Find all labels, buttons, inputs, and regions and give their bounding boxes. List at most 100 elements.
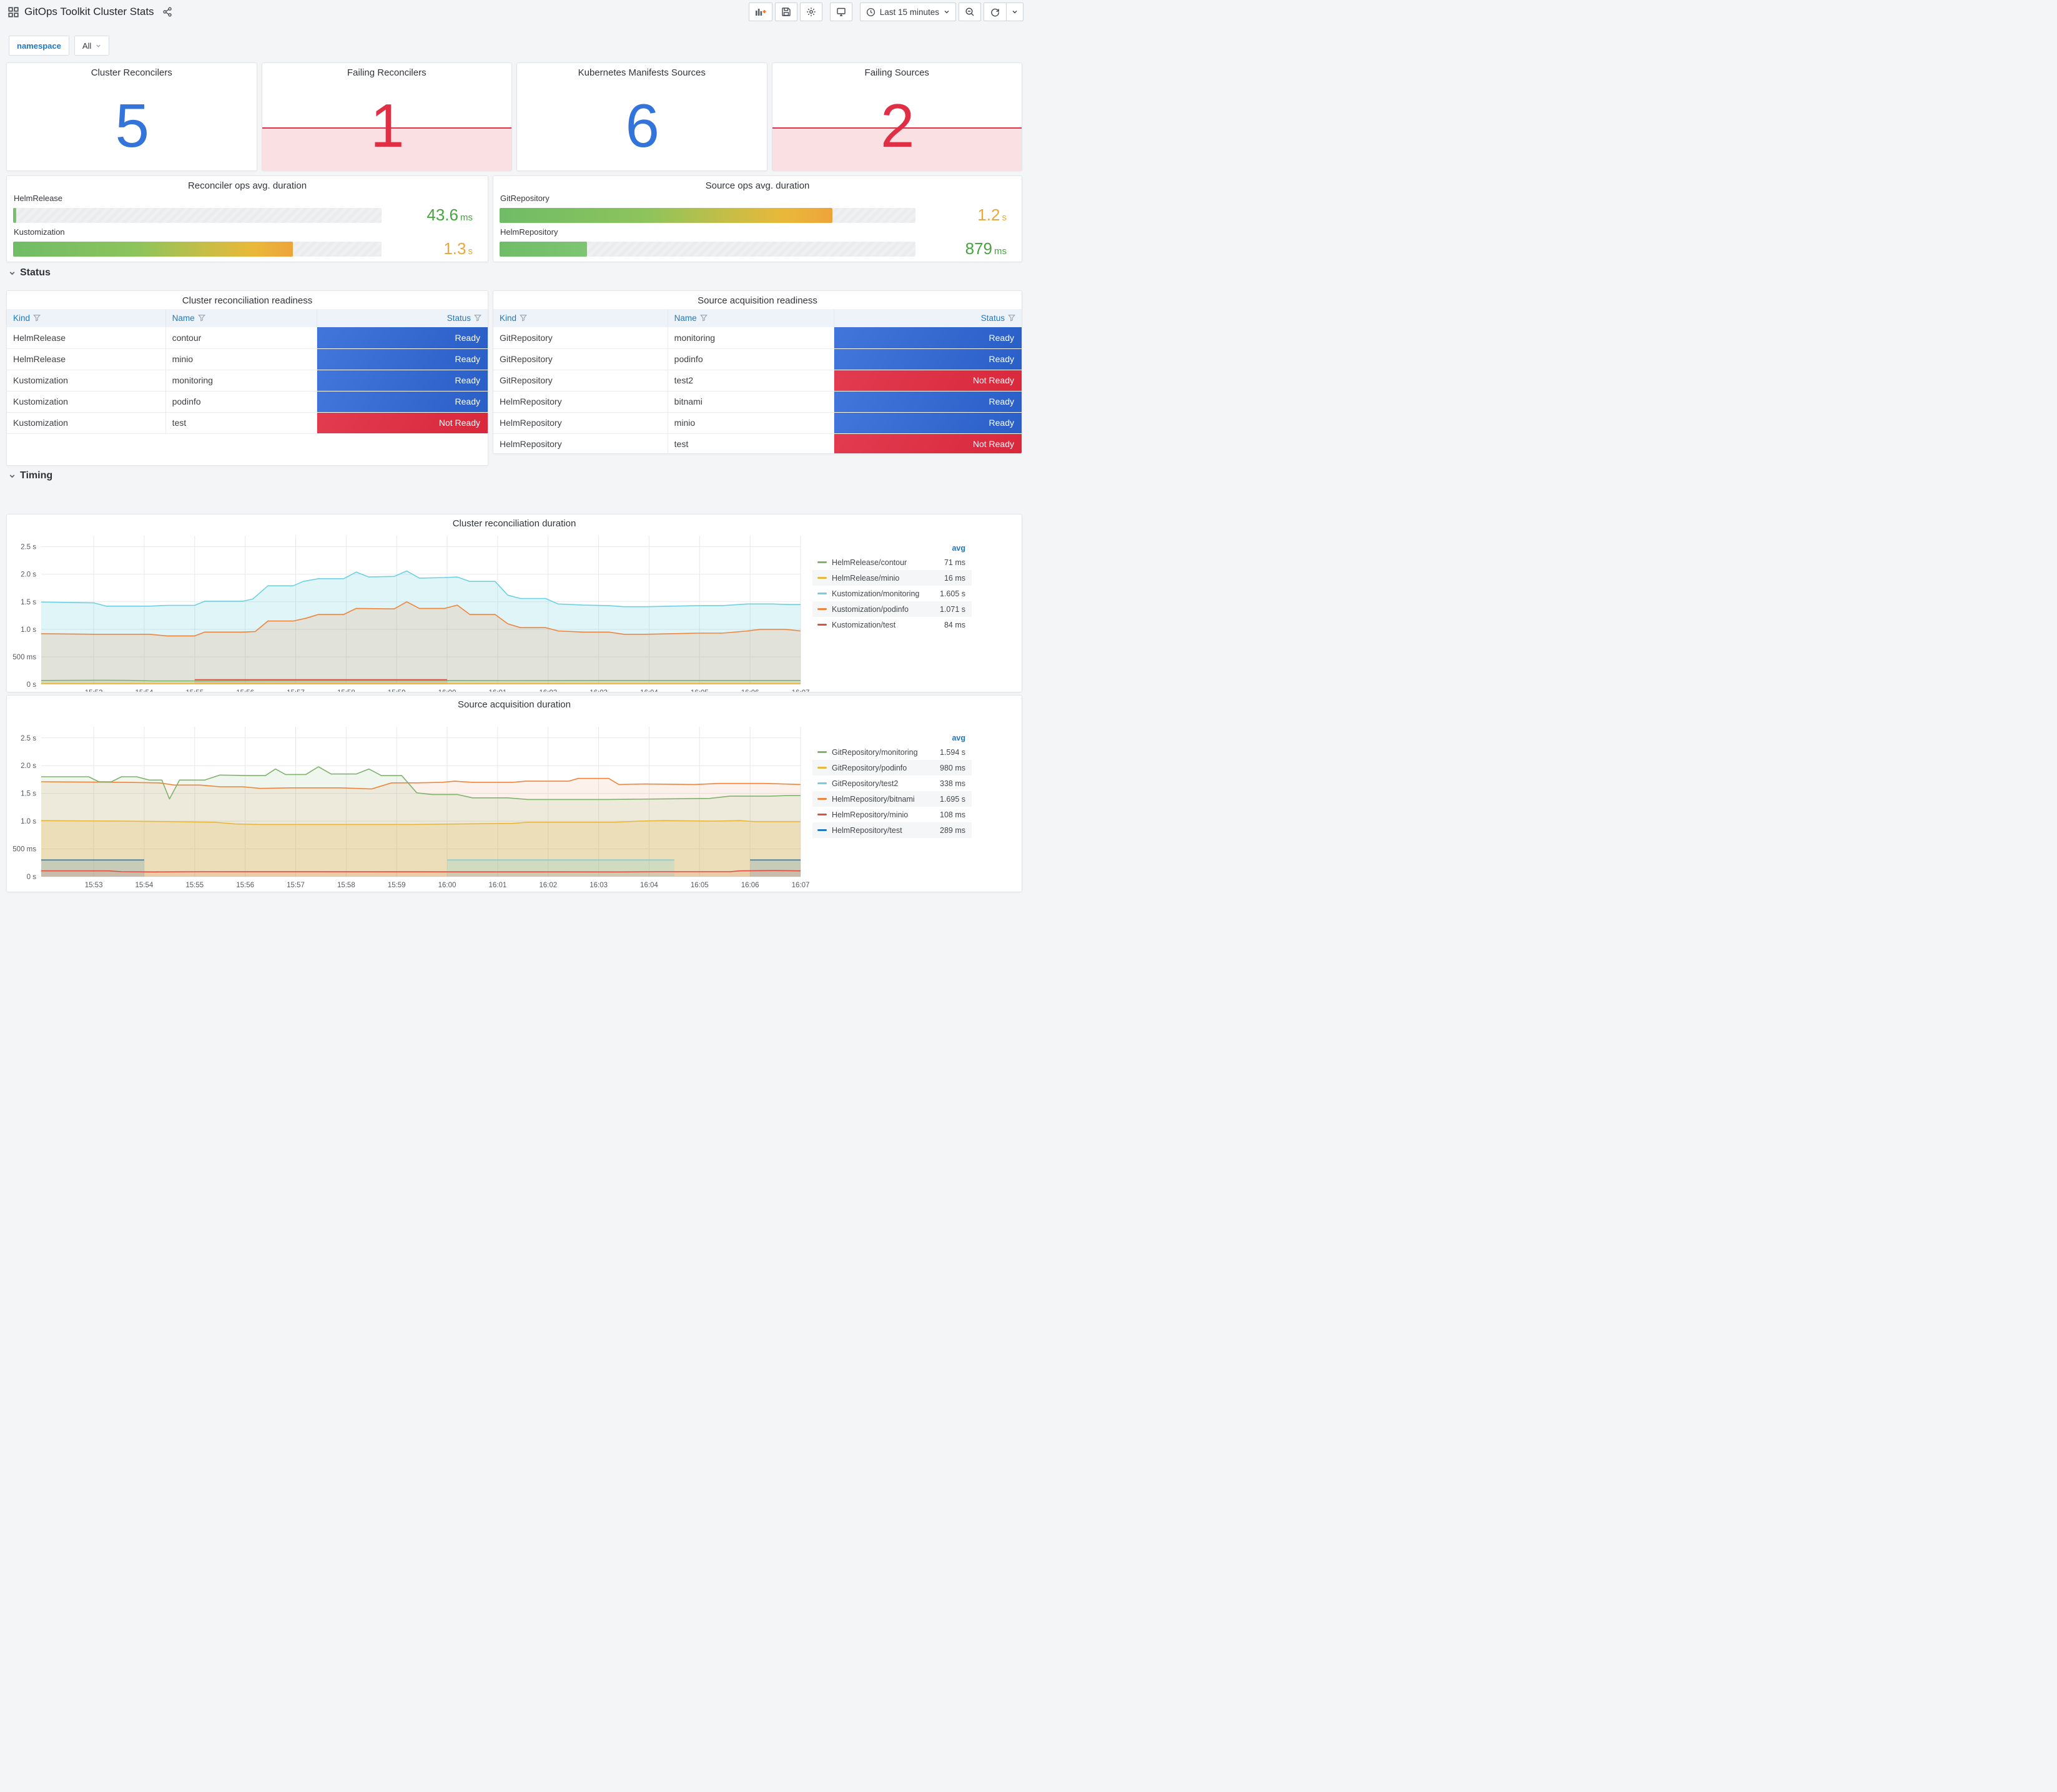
legend-item-helmrelease-minio[interactable]: HelmRelease/minio 16 ms (812, 570, 972, 586)
column-header-status[interactable]: Status (834, 309, 1022, 327)
legend-item-kustomization-monitoring[interactable]: Kustomization/monitoring 1.605 s (812, 586, 972, 601)
svg-text:15:58: 15:58 (337, 882, 355, 889)
legend-item-gitrepository-podinfo[interactable]: GitRepository/podinfo 980 ms (812, 760, 972, 775)
legend-series-name[interactable]: HelmRepository/test (832, 825, 902, 835)
svg-text:16:01: 16:01 (489, 882, 507, 889)
legend-item-gitrepository-monitoring[interactable]: GitRepository/monitoring 1.594 s (812, 744, 972, 760)
legend-series-name[interactable]: HelmRepository/minio (832, 810, 909, 819)
filter-icon[interactable] (474, 314, 481, 323)
gauge-fill (500, 241, 587, 257)
chart-plot-area[interactable]: 0 s 500 ms 1.0 s 1.5 s 2.0 s 2.5 s 15:53 15:54 1… (7, 514, 1022, 692)
filter-icon[interactable] (197, 314, 205, 323)
gauge-value: 43.6 ms (427, 205, 473, 224)
svg-text:16:00: 16:00 (438, 882, 456, 889)
filter-icon[interactable] (520, 314, 527, 323)
settings-gear-button[interactable] (799, 2, 822, 21)
gauge-track (13, 207, 382, 223)
svg-text:15:58: 15:58 (337, 689, 355, 692)
svg-text:15:54: 15:54 (136, 882, 154, 889)
stat-panel-title[interactable]: Kubernetes Manifests Sources (578, 67, 706, 78)
legend-series-name[interactable]: Kustomization/test (832, 620, 896, 629)
legend-series-name[interactable]: Kustomization/monitoring (832, 589, 920, 598)
svg-text:2.0 s: 2.0 s (21, 571, 36, 579)
legend-series-name[interactable]: HelmRelease/minio (832, 573, 900, 583)
cell-kind: HelmRelease (7, 327, 166, 349)
legend-series-avg: 108 ms (940, 810, 965, 819)
time-range-picker[interactable]: Last 15 minutes (859, 2, 956, 21)
refresh-interval-dropdown[interactable] (1006, 2, 1024, 21)
legend-series-name[interactable]: GitRepository/monitoring (832, 747, 918, 757)
svg-text:15:56: 15:56 (236, 882, 254, 889)
table-panel-title[interactable]: Cluster reconciliation readiness (182, 295, 313, 306)
svg-text:15:57: 15:57 (287, 882, 305, 889)
column-header-kind[interactable]: Kind (493, 309, 668, 327)
legend-series-name[interactable]: GitRepository/podinfo (832, 763, 907, 772)
gauge-label: HelmRelease (14, 194, 63, 203)
svg-text:16:06: 16:06 (741, 689, 759, 692)
column-header-status[interactable]: Status (317, 309, 488, 327)
gauge-label: GitRepository (500, 194, 550, 203)
cell-status-badge: Ready (317, 391, 488, 413)
stat-alert-threshold-fill (262, 127, 511, 170)
legend-item-kustomization-test[interactable]: Kustomization/test 84 ms (812, 617, 972, 633)
filter-icon[interactable] (1008, 314, 1015, 323)
section-timing-toggle[interactable]: Timing (9, 470, 52, 481)
cell-kind: HelmRelease (7, 348, 166, 370)
legend-item-helmrepository-bitnami[interactable]: HelmRepository/bitnami 1.695 s (812, 791, 972, 807)
gauge-label: Kustomization (14, 227, 65, 237)
variable-namespace-label[interactable]: namespace (9, 36, 69, 56)
column-header-kind[interactable]: Kind (7, 309, 166, 327)
filter-icon[interactable] (33, 314, 41, 323)
legend-item-helmrelease-contour[interactable]: HelmRelease/contour 71 ms (812, 554, 972, 570)
svg-text:15:53: 15:53 (85, 882, 103, 889)
save-dashboard-button[interactable] (774, 2, 797, 21)
svg-text:16:00: 16:00 (438, 689, 456, 692)
refresh-button[interactable] (984, 2, 1006, 21)
legend-item-helmrepository-test[interactable]: HelmRepository/test 289 ms (812, 822, 972, 838)
legend-series-name[interactable]: Kustomization/podinfo (832, 604, 909, 614)
stat-panel-title[interactable]: Cluster Reconcilers (91, 67, 172, 78)
legend-series-avg: 338 ms (940, 779, 965, 788)
cell-kind: HelmRepository (493, 391, 668, 413)
table-row: HelmRepository test Not Ready (493, 433, 1022, 453)
stat-panel-title[interactable]: Failing Reconcilers (347, 67, 427, 78)
cell-name: monitoring (165, 370, 318, 391)
zoom-out-button[interactable] (959, 2, 981, 21)
gauge-panel-title[interactable]: Source ops avg. duration (705, 180, 810, 191)
dashboards-grid-icon[interactable] (8, 6, 19, 17)
cell-name: monitoring (668, 327, 835, 349)
stat-panel-cluster-reconcilers: Cluster Reconcilers 5 (6, 62, 257, 171)
svg-text:15:53: 15:53 (85, 689, 103, 692)
legend-series-avg: 1.695 s (939, 794, 965, 804)
legend-item-kustomization-podinfo[interactable]: Kustomization/podinfo 1.071 s (812, 601, 972, 617)
cycle-view-mode-button[interactable] (829, 2, 852, 21)
gauge-row-kustomization: Kustomization 1.3 s (13, 227, 481, 258)
legend-item-gitrepository-test2[interactable]: GitRepository/test2 338 ms (812, 775, 972, 791)
legend-series-color (817, 767, 827, 769)
cell-kind: GitRepository (493, 370, 668, 391)
chart-plot-area[interactable]: 0 s 500 ms 1.0 s 1.5 s 2.0 s 2.5 s 15:53 15:54 1… (7, 696, 1022, 892)
share-icon[interactable] (162, 7, 172, 17)
legend-series-name[interactable]: HelmRepository/bitnami (832, 794, 915, 804)
add-panel-button[interactable] (748, 2, 772, 21)
stat-panel-title[interactable]: Failing Sources (864, 67, 929, 78)
table-panel-title[interactable]: Source acquisition readiness (698, 295, 817, 306)
legend-series-name[interactable]: HelmRelease/contour (832, 558, 907, 567)
cell-name: minio (668, 412, 835, 434)
chart-panel-title[interactable]: Source acquisition duration (458, 699, 571, 710)
variable-namespace-value-dropdown[interactable]: All (74, 36, 110, 56)
filter-icon[interactable] (699, 314, 708, 323)
cell-status-badge: Ready (317, 348, 488, 370)
svg-text:16:04: 16:04 (640, 882, 658, 889)
svg-text:0 s: 0 s (27, 874, 37, 881)
legend-series-name[interactable]: GitRepository/test2 (832, 779, 899, 788)
gauge-row-gitrepository: GitRepository 1.2 s (500, 194, 1015, 225)
gauge-panel-title[interactable]: Reconciler ops avg. duration (187, 180, 307, 191)
column-header-name[interactable]: Name (668, 309, 835, 327)
stat-value: 5 (115, 91, 149, 160)
svg-text:1.5 s: 1.5 s (21, 790, 36, 798)
legend-item-helmrepository-minio[interactable]: HelmRepository/minio 108 ms (812, 807, 972, 822)
section-status-toggle[interactable]: Status (9, 267, 51, 278)
column-header-name[interactable]: Name (165, 309, 318, 327)
chart-panel-title[interactable]: Cluster reconciliation duration (452, 518, 576, 529)
